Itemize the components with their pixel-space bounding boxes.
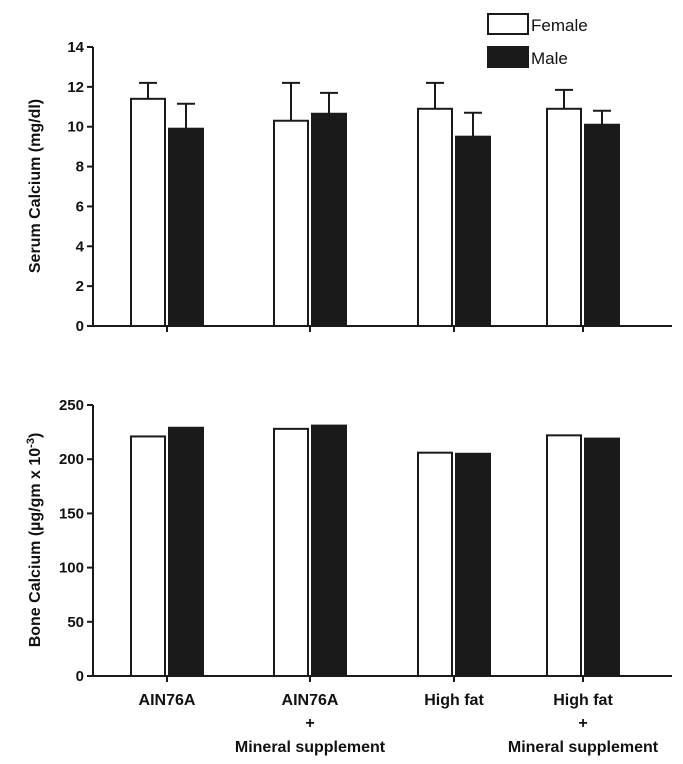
bone-bar-male-3	[584, 437, 620, 677]
serum-bar-female-3	[546, 107, 582, 328]
bone-y-tick-label-1: 50	[67, 614, 84, 631]
bone-y-axis-title-sup: -3	[25, 438, 37, 448]
x-label-3-line2: +	[578, 715, 587, 732]
x-label-2-line1: High fat	[424, 692, 484, 709]
serum-bar-female-1	[273, 119, 309, 327]
bone-y-tick-label-2: 100	[59, 560, 84, 577]
serum-bar-male-2	[455, 135, 491, 327]
serum-y-tick-label-1: 2	[76, 278, 84, 295]
bone-bar-male-1	[311, 424, 347, 678]
x-label-0-line1: AIN76A	[139, 692, 196, 709]
legend-female-swatch	[487, 13, 529, 35]
x-label-1-line1: AIN76A	[282, 692, 339, 709]
serum-y-tick-label-7: 14	[67, 39, 84, 56]
x-label-3-line3: Mineral supplement	[508, 739, 659, 756]
serum-bar-female-0	[130, 97, 166, 327]
bone-y-tick-label-4: 200	[59, 451, 84, 468]
serum-bar-male-3	[584, 123, 620, 327]
bone-bar-female-0	[130, 435, 166, 677]
bone-y-tick-label-3: 150	[59, 505, 84, 522]
bone-y-tick-label-0: 0	[76, 668, 84, 685]
legend-female-label: Female	[531, 16, 588, 35]
x-label-3-line1: High fat	[553, 692, 613, 709]
bone-bar-female-3	[546, 434, 582, 677]
serum-y-tick-label-2: 4	[76, 238, 85, 255]
x-label-1-line2: +	[305, 715, 314, 732]
serum-y-axis-title: Serum Calcium (mg/dl)	[27, 99, 44, 273]
bone-bar-male-2	[455, 452, 491, 677]
bone-y-axis-title-end: )	[27, 433, 44, 438]
serum-y-tick-label-4: 8	[76, 159, 84, 176]
bone-y-axis-title-main: Bone Calcium (µg/gm x 10	[27, 448, 44, 648]
bone-calcium-chart: 0 50 100 150 200 250 Bone Calcium (µg/gm x 10…	[25, 397, 672, 685]
serum-calcium-chart: 0 2 4 6 8 10 12 14 Serum Calcium (mg/dl)	[27, 39, 672, 335]
serum-y-tick-label-5: 10	[67, 119, 84, 136]
serum-bar-male-1	[311, 112, 347, 327]
bone-bar-female-1	[273, 427, 309, 677]
bone-y-axis-title: Bone Calcium (µg/gm x 10-3)	[25, 433, 44, 648]
bone-bar-male-0	[168, 426, 204, 677]
bone-bar-female-2	[417, 451, 453, 678]
x-label-1-line3: Mineral supplement	[235, 739, 386, 756]
legend-male-swatch	[487, 46, 529, 68]
serum-bar-male-0	[168, 127, 204, 327]
serum-y-tick-label-3: 6	[76, 198, 84, 215]
bone-y-tick-label-5: 250	[59, 397, 84, 414]
legend: Female Male	[487, 13, 588, 68]
serum-y-tick-label-0: 0	[76, 318, 84, 335]
x-category-labels: AIN76A AIN76A + Mineral supplement High …	[139, 692, 659, 756]
serum-bar-female-2	[417, 107, 453, 328]
legend-male-label: Male	[531, 49, 568, 68]
serum-y-tick-label-6: 12	[67, 79, 84, 96]
